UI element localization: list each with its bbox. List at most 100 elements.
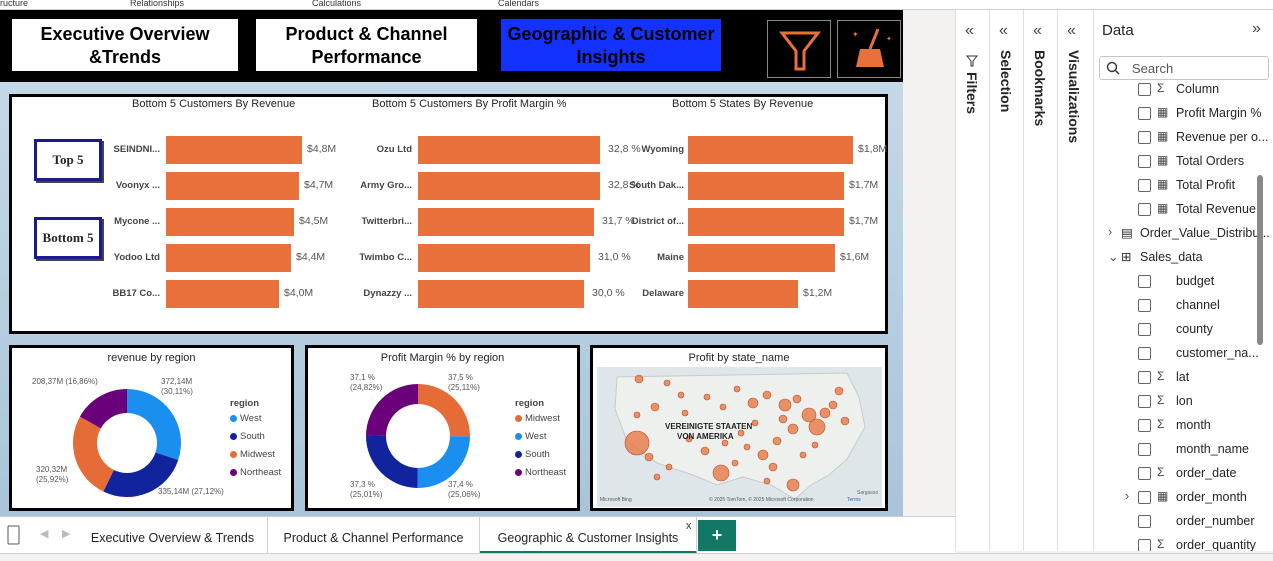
- legend-item[interactable]: West: [515, 431, 546, 442]
- field-item[interactable]: county: [1094, 318, 1273, 342]
- bar[interactable]: [688, 136, 853, 164]
- ribbon-item[interactable]: Relationships: [130, 0, 185, 8]
- map-bubble[interactable]: [757, 449, 769, 461]
- donut-slice-south[interactable]: [366, 435, 418, 488]
- chevron-left-icon[interactable]: «: [999, 22, 1008, 39]
- expand-chevron-icon[interactable]: ›: [1108, 225, 1113, 239]
- field-item[interactable]: Σ Column: [1094, 78, 1273, 102]
- bar[interactable]: [418, 244, 590, 272]
- map-bubble[interactable]: [633, 411, 641, 419]
- map-bubble[interactable]: [719, 403, 727, 411]
- bar[interactable]: [166, 136, 302, 164]
- map-bubble[interactable]: [778, 414, 788, 424]
- field-item[interactable]: budget: [1094, 270, 1273, 294]
- ribbon-item[interactable]: Calculations: [312, 0, 362, 8]
- bar[interactable]: [166, 172, 299, 200]
- map-bubble[interactable]: [840, 416, 850, 426]
- top5-toggle-button[interactable]: Top 5: [34, 139, 102, 181]
- field-checkbox[interactable]: [1138, 179, 1151, 192]
- field-checkbox[interactable]: [1138, 83, 1151, 96]
- legend-item[interactable]: Midwest: [230, 449, 275, 460]
- ribbon-item[interactable]: Calendars: [498, 0, 540, 8]
- field-item[interactable]: ▦ Profit Margin %: [1094, 102, 1273, 126]
- map-bubble[interactable]: [703, 393, 711, 401]
- field-checkbox[interactable]: [1138, 491, 1151, 504]
- tab-close-icon[interactable]: x: [686, 520, 692, 532]
- map-bubble[interactable]: [834, 386, 844, 396]
- nav-product-channel-button[interactable]: Product & Channel Performance: [256, 19, 477, 71]
- donut-slice-northeast[interactable]: [79, 389, 127, 429]
- field-item[interactable]: order_number: [1094, 510, 1273, 534]
- bar[interactable]: [418, 280, 584, 308]
- map-bubble[interactable]: [808, 418, 826, 436]
- legend-item[interactable]: West: [230, 413, 261, 424]
- field-item[interactable]: channel: [1094, 294, 1273, 318]
- bookmarks-pane[interactable]: « Bookmarks: [1024, 10, 1058, 551]
- map-bubble[interactable]: [665, 463, 673, 471]
- map-bubble[interactable]: [685, 435, 693, 443]
- bar[interactable]: [418, 208, 594, 236]
- map-bubble[interactable]: [721, 439, 729, 447]
- field-checkbox[interactable]: [1138, 299, 1151, 312]
- map-bubble[interactable]: [786, 478, 800, 492]
- map-bubble[interactable]: [772, 436, 782, 446]
- chevron-right-icon[interactable]: »: [1252, 20, 1261, 37]
- field-checkbox[interactable]: [1138, 323, 1151, 336]
- add-page-button[interactable]: +: [698, 520, 736, 551]
- field-item[interactable]: ⌄ ⊞ Sales_data: [1094, 246, 1273, 270]
- map-bubble[interactable]: [650, 402, 660, 412]
- field-item[interactable]: › ▤ Order_Value_Distribu...: [1094, 222, 1273, 246]
- bar[interactable]: [418, 172, 600, 200]
- bubble-map[interactable]: VEREINIGTE STAATEN VON AMERIKA Microsoft…: [597, 367, 882, 507]
- field-checkbox[interactable]: [1138, 347, 1151, 360]
- bar[interactable]: [166, 208, 294, 236]
- map-bubble[interactable]: [828, 400, 838, 410]
- map-bubble[interactable]: [653, 473, 661, 481]
- clear-filters-button[interactable]: ✦ ✦: [837, 20, 901, 78]
- map-bubble[interactable]: [731, 459, 739, 467]
- legend-item[interactable]: South: [230, 431, 265, 442]
- map-bubble[interactable]: [811, 441, 819, 449]
- map-bubble[interactable]: [743, 443, 751, 451]
- chevron-left-icon[interactable]: «: [1033, 22, 1042, 39]
- bar[interactable]: [688, 244, 835, 272]
- map-bubble[interactable]: [644, 452, 654, 462]
- map-bubble[interactable]: [700, 446, 710, 456]
- bottom5-toggle-button[interactable]: Bottom 5: [34, 217, 102, 259]
- field-checkbox[interactable]: [1138, 515, 1151, 528]
- map-bubble[interactable]: [634, 374, 644, 384]
- bar[interactable]: [418, 136, 600, 164]
- map-bubble[interactable]: [799, 451, 807, 459]
- nav-executive-overview-button[interactable]: Executive Overview &Trends: [12, 19, 238, 71]
- tab-geographic-customer[interactable]: Geographic & Customer Insights: [480, 517, 697, 554]
- tab-scroll-right-icon[interactable]: ▶: [62, 528, 71, 540]
- bar[interactable]: [688, 280, 798, 308]
- expand-chevron-icon[interactable]: ⌄: [1108, 250, 1119, 264]
- field-item[interactable]: customer_na...: [1094, 342, 1273, 366]
- map-bubble[interactable]: [763, 477, 771, 485]
- ribbon-item[interactable]: ructure: [0, 0, 29, 8]
- map-bubble[interactable]: [751, 419, 759, 427]
- field-item[interactable]: ▦ Total Revenue: [1094, 198, 1273, 222]
- field-item[interactable]: ▦ Total Orders: [1094, 150, 1273, 174]
- map-bubble[interactable]: [792, 394, 802, 404]
- donut-slice-south[interactable]: [103, 452, 179, 497]
- chevron-left-icon[interactable]: «: [1067, 22, 1076, 39]
- map-bubble[interactable]: [762, 390, 772, 400]
- donut-slice-northeast[interactable]: [366, 384, 418, 436]
- filters-pane[interactable]: « Filters: [956, 10, 990, 551]
- visualizations-pane[interactable]: « Visualizations: [1058, 10, 1092, 551]
- tab-scroll-left-icon[interactable]: ◀: [40, 528, 49, 540]
- field-item[interactable]: › ▦ order_month: [1094, 486, 1273, 510]
- field-checkbox[interactable]: [1138, 155, 1151, 168]
- donut-slice-west[interactable]: [417, 436, 470, 488]
- donut-slice-midwest[interactable]: [72, 416, 114, 492]
- legend-item[interactable]: Northeast: [515, 467, 566, 478]
- map-bubble[interactable]: [733, 385, 741, 393]
- field-checkbox[interactable]: [1138, 107, 1151, 120]
- field-checkbox[interactable]: [1138, 395, 1151, 408]
- field-checkbox[interactable]: [1138, 419, 1151, 432]
